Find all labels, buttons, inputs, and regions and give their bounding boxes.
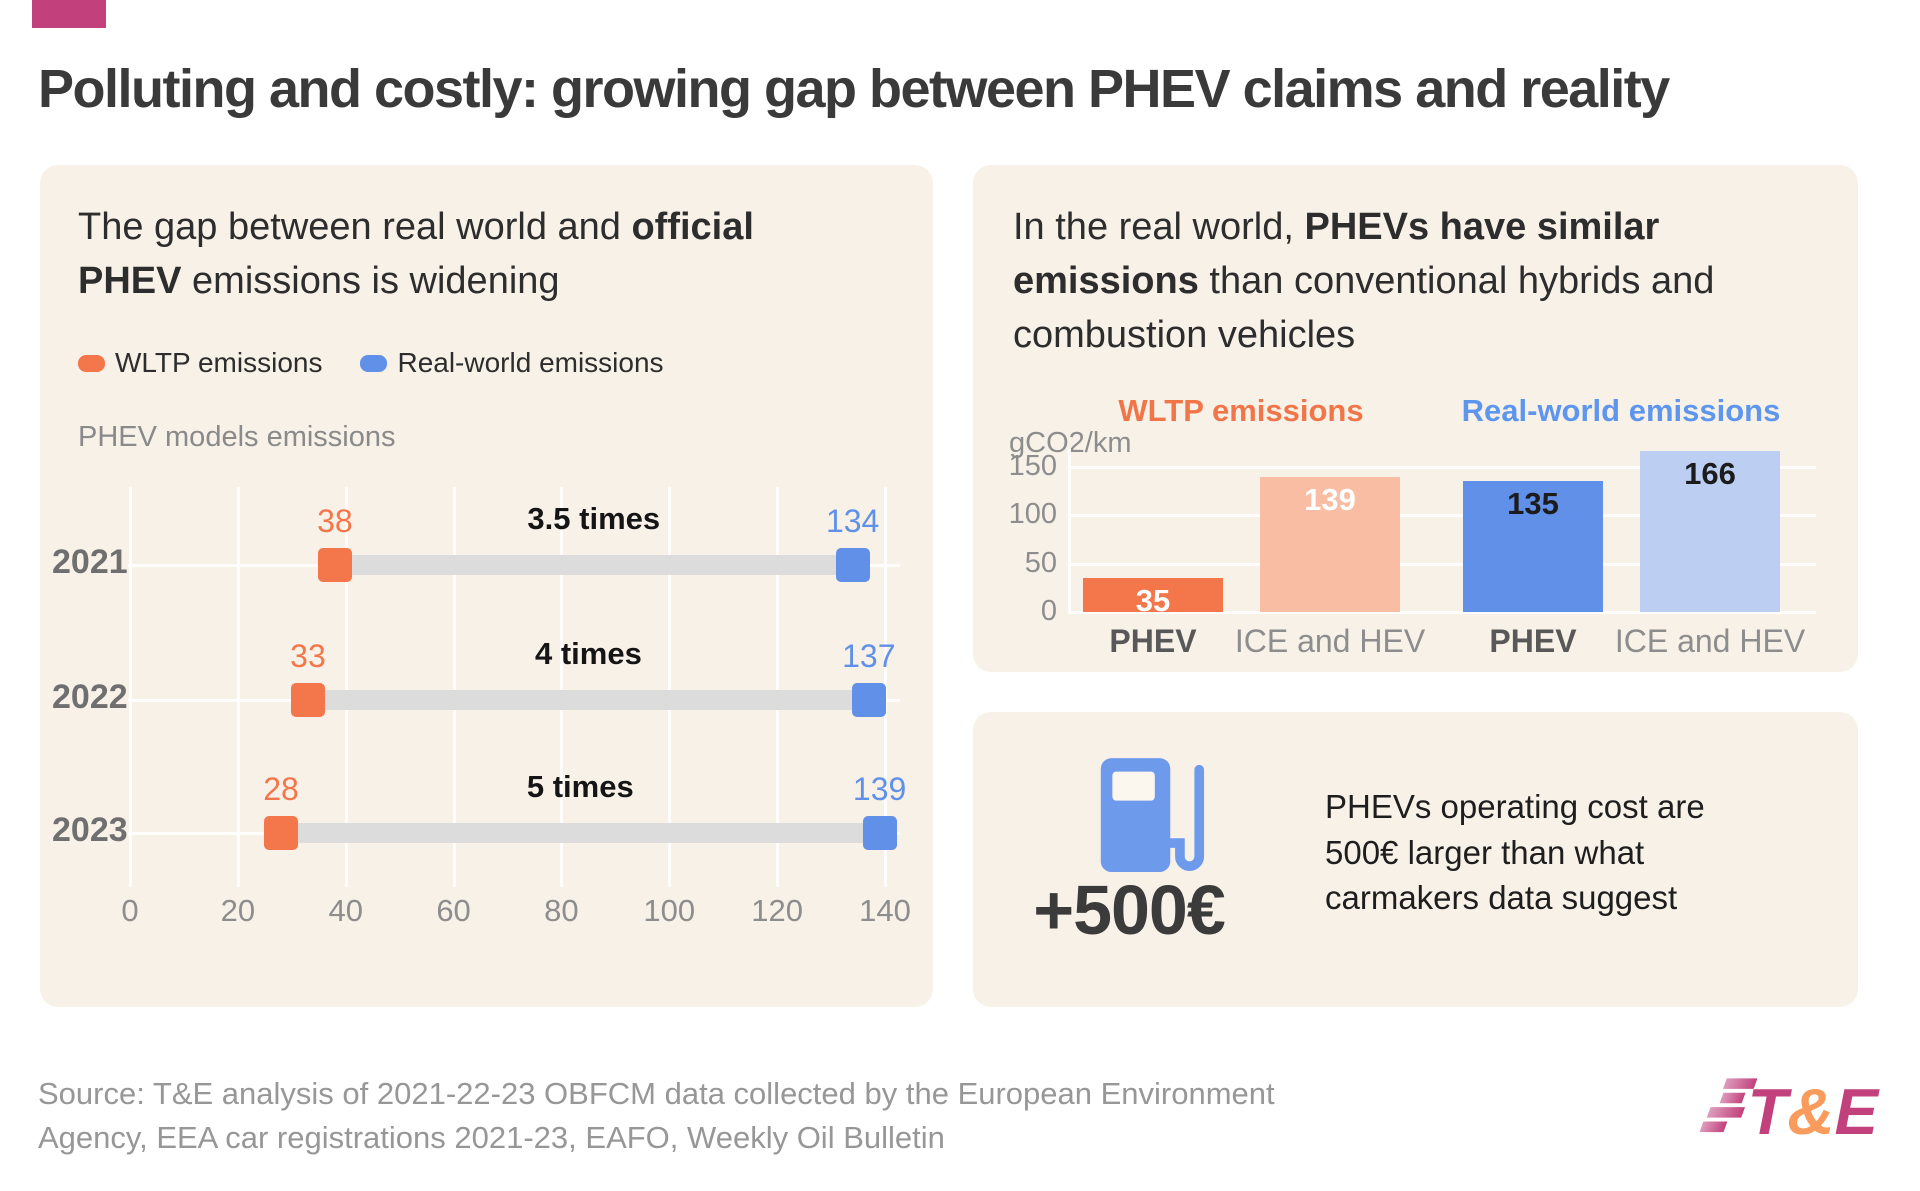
bar-category-label: ICE and HEV: [1614, 623, 1806, 659]
accent-square: [32, 0, 106, 28]
gap-widening-panel: The gap between real world and official …: [40, 165, 933, 1007]
y-axis-line: [1068, 449, 1071, 612]
cost-stat: +500€: [1033, 871, 1226, 949]
legend-label: Real-world emissions: [397, 347, 664, 378]
wltp-marker: [264, 816, 298, 850]
bar-value-label: 135: [1507, 486, 1559, 522]
legend-item-wltp: WLTP emissions: [78, 347, 322, 379]
bar-category-label: ICE and HEV: [1234, 623, 1426, 659]
year-label: 2022: [52, 678, 128, 716]
wltp-legend-swatch: [78, 354, 105, 372]
page-title: Polluting and costly: growing gap betwee…: [38, 59, 1670, 120]
bar-ice-and-hev: [1260, 477, 1400, 612]
x-tick-label: 20: [220, 893, 256, 928]
real-world-value: 134: [825, 503, 880, 539]
real-world-marker: [835, 548, 870, 582]
bar-category-label: PHEV: [1109, 623, 1197, 659]
y-tick-label: 0: [1040, 595, 1057, 627]
heading-text: The gap between real world and: [78, 206, 632, 248]
y-gridline: [1068, 611, 1816, 614]
y-gridline: [1068, 514, 1816, 517]
legend-label: WLTP emissions: [115, 347, 323, 378]
gap-bar: [281, 823, 880, 843]
bar-phev: [1463, 481, 1603, 612]
dumbbell-chart: 0 20 40 60 80 100 120 140 2021 38 134 3.5 times 2022…: [40, 165, 933, 1007]
x-gridline: [560, 487, 564, 887]
source-text: Source: T&E analysis of 2021-22-23 OBFCM…: [38, 1076, 1275, 1156]
logo-text: T&E: [1748, 1075, 1880, 1148]
gap-bar: [307, 690, 869, 710]
heading-bold-text: PHEVs have similar emissions: [1013, 206, 1660, 302]
right-panel-heading: In the real world, PHEVs have similar em…: [1013, 201, 1748, 363]
x-tick-label: 60: [436, 893, 471, 928]
group-header: WLTP emissions: [1118, 393, 1364, 428]
wltp-marker: [317, 548, 352, 582]
logo-stripes: [1699, 1078, 1758, 1133]
similar-emissions-panel: In the real world, PHEVs have similar em…: [973, 165, 1858, 672]
x-gridline: [129, 487, 132, 887]
real-world-marker: [851, 683, 886, 717]
chart-legend: WLTP emissions Real-world emissions: [78, 347, 664, 379]
t-and-e-logo: T&E: [1699, 1075, 1880, 1148]
heading-text: In the real world,: [1013, 206, 1305, 248]
x-tick-label: 100: [643, 893, 696, 928]
year-label: 2023: [52, 811, 128, 849]
real-world-value: 139: [852, 771, 907, 807]
fuel-pump-icon: [1100, 758, 1205, 872]
x-gridline: [344, 487, 348, 887]
left-panel-heading: The gap between real world and official …: [78, 201, 778, 309]
x-gridline: [668, 487, 672, 887]
x-gridline: [452, 487, 456, 887]
cost-description: PHEVs operating cost are 500€ larger tha…: [1325, 788, 1705, 917]
x-tick-label: 0: [121, 893, 139, 928]
gap-label: 4 times: [534, 636, 642, 671]
heading-bold-text: official PHEV: [78, 206, 754, 302]
heading-text: than conventional hybrids and combustion…: [1013, 259, 1715, 356]
real-world-marker: [862, 816, 897, 850]
x-tick-label: 120: [751, 893, 803, 928]
y-gridline: [1068, 465, 1816, 469]
y-tick-label: 50: [1024, 546, 1057, 579]
y-tick-label: 100: [1008, 498, 1057, 530]
x-tick-label: 40: [328, 893, 363, 928]
group-header: Real-world emissions: [1461, 393, 1781, 428]
y-tick-label: 150: [1008, 449, 1057, 482]
bar-ice-and-hev: [1640, 450, 1780, 612]
wltp-value: 33: [290, 638, 326, 674]
bar-phev: [1083, 578, 1223, 612]
y-gridline: [1068, 562, 1816, 566]
gap-label: 3.5 times: [527, 501, 661, 536]
operating-cost-panel: +500€ PHEVs operating cost are 500€ larg…: [973, 712, 1858, 1007]
heading-text: emissions is widening: [181, 259, 560, 302]
x-tick-label: 140: [859, 893, 911, 928]
real-world-value: 137: [842, 638, 896, 674]
bar-category-label: PHEV: [1489, 623, 1577, 659]
wltp-value: 28: [263, 771, 299, 807]
bar-value-label: 35: [1135, 583, 1171, 619]
gap-label: 5 times: [526, 769, 634, 804]
chart-title: PHEV models emissions: [78, 421, 396, 453]
x-tick-label: 80: [544, 893, 579, 928]
bar-value-label: 166: [1684, 455, 1736, 491]
legend-item-real-world: Real-world emissions: [360, 347, 664, 379]
grouped-bar-chart: 0 50 100 150 WLTP emissions 35 PHEV 139 ICE and …: [973, 165, 1858, 672]
x-gridline: [776, 487, 780, 887]
year-label: 2021: [52, 543, 128, 581]
wltp-value: 38: [317, 503, 353, 539]
gap-bar: [334, 555, 853, 575]
wltp-marker: [290, 683, 325, 717]
real-world-legend-swatch: [360, 354, 388, 372]
x-gridline: [236, 487, 240, 887]
bar-value-label: 139: [1304, 482, 1356, 518]
